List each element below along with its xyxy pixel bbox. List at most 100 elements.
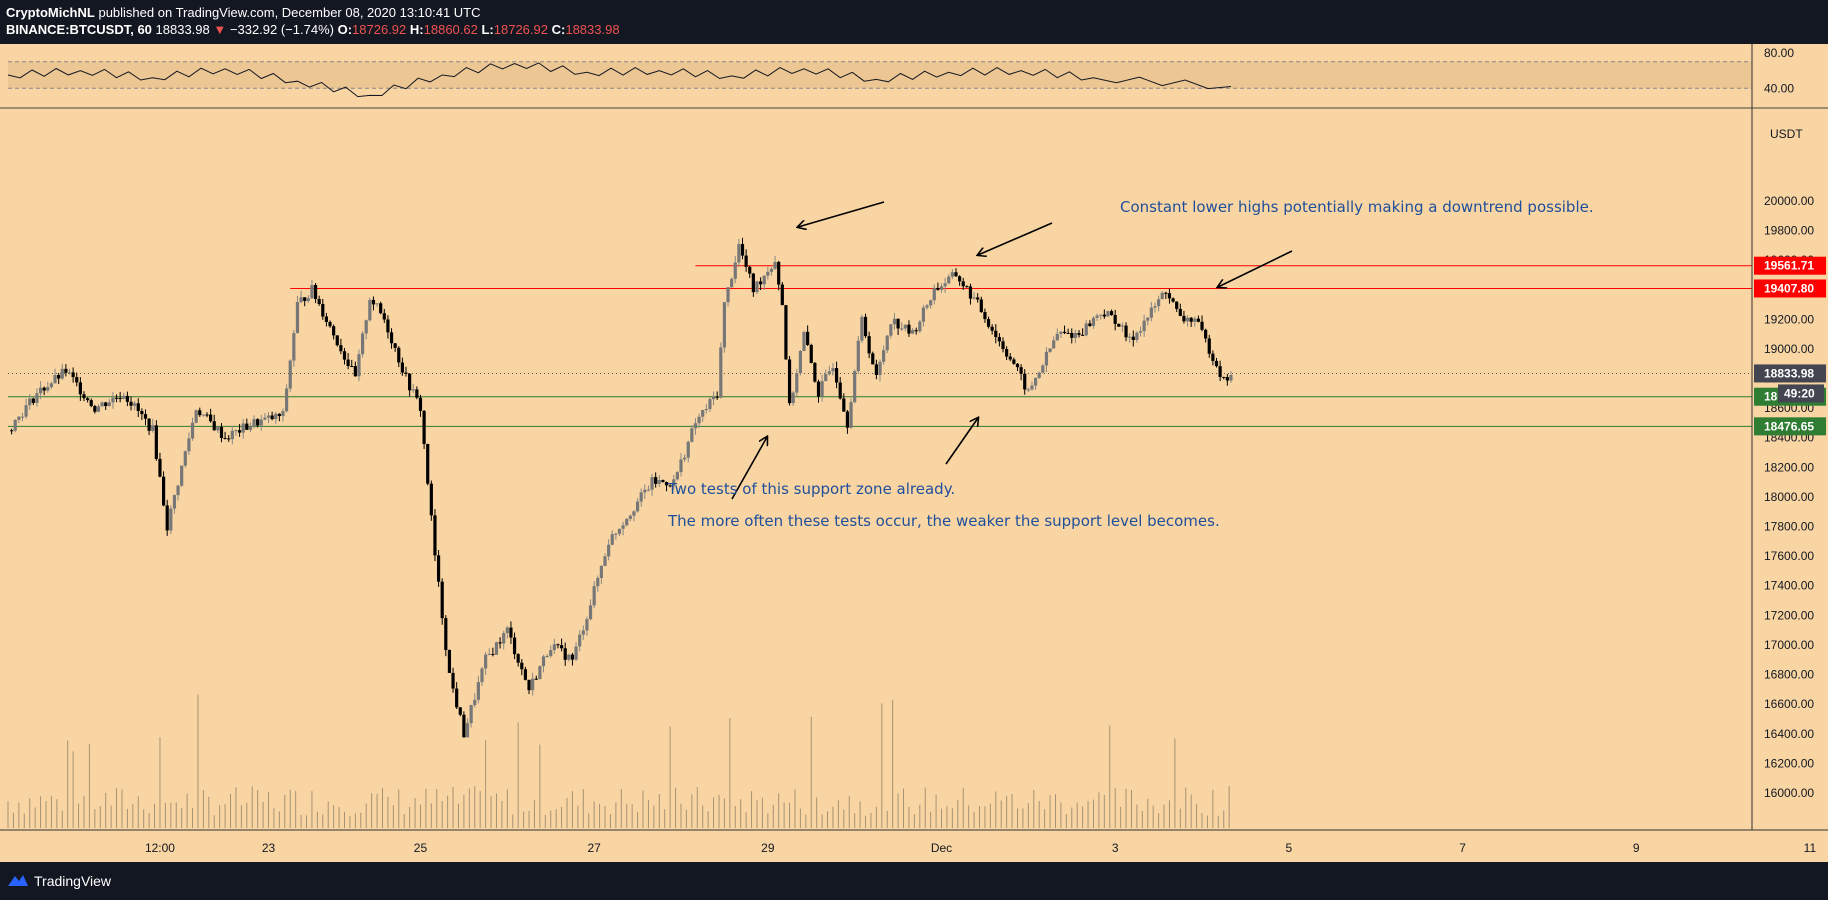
- high-label: H:: [409, 22, 424, 37]
- candle-body: [903, 324, 907, 329]
- time-tick-label: 3: [1112, 841, 1119, 855]
- candle-body: [932, 287, 936, 301]
- candle-body: [950, 272, 954, 277]
- candle-body: [552, 644, 556, 651]
- candle-body: [462, 714, 466, 738]
- candle-body: [212, 421, 216, 431]
- candle-body: [675, 472, 679, 480]
- price-change: −332.92 (−1.74%): [229, 22, 334, 37]
- rsi-tick-label: 80.00: [1764, 46, 1794, 60]
- horizontal-levels: [8, 265, 1752, 427]
- candle-body: [114, 397, 119, 399]
- candle-body: [567, 654, 571, 660]
- candle-body: [147, 418, 151, 431]
- candle-body: [303, 297, 307, 301]
- price-axis[interactable]: 80.0040.00USDT20000.0019800.0019600.0019…: [1751, 44, 1826, 830]
- candle-body: [465, 723, 470, 738]
- candle-body: [1001, 341, 1005, 350]
- candle-body: [1070, 332, 1074, 338]
- candle-body: [921, 307, 926, 322]
- candle-body: [133, 403, 137, 406]
- candle-body: [1073, 333, 1077, 338]
- time-tick-label: 11: [1804, 841, 1817, 855]
- candle-body: [71, 372, 75, 378]
- candle-body: [404, 372, 408, 374]
- candle-body: [143, 414, 148, 419]
- candle-body: [925, 305, 929, 308]
- candle-body: [151, 425, 155, 431]
- annotation-arrow: [798, 201, 885, 227]
- countdown-bg: [1778, 384, 1824, 403]
- low-label: L:: [481, 22, 494, 37]
- candle-body: [896, 318, 900, 329]
- candle-body: [161, 476, 166, 506]
- candle-body: [607, 544, 611, 557]
- candle-body: [371, 299, 376, 305]
- candle-body: [874, 364, 878, 376]
- close-label: C:: [551, 22, 566, 37]
- candle-body: [310, 284, 314, 299]
- candle-body: [744, 255, 748, 267]
- candle-body: [487, 653, 491, 655]
- candle-body: [802, 331, 806, 351]
- candle-body: [740, 244, 745, 256]
- candle-body: [1142, 320, 1146, 332]
- chart-canvas[interactable]: Constant lower highs potentially making …: [0, 44, 1828, 862]
- candle-body: [375, 303, 379, 305]
- candle-body: [382, 313, 386, 320]
- last-price-tag-bg: [1754, 364, 1826, 383]
- candle-body: [1138, 331, 1143, 333]
- last-price-tag: 18833.98: [1764, 366, 1814, 380]
- rsi-line: [7, 62, 1232, 98]
- candle-body: [733, 262, 737, 279]
- candle-body: [78, 382, 82, 395]
- time-tick-label: 27: [587, 841, 601, 855]
- candle-body: [13, 419, 17, 431]
- candle-body: [154, 425, 158, 459]
- candle-body: [509, 627, 513, 638]
- footer-brand[interactable]: TradingView: [34, 873, 112, 889]
- candle-body: [889, 324, 893, 336]
- candle-body: [346, 359, 350, 367]
- price-tick-label: 17400.00: [1764, 579, 1814, 593]
- candle-body: [610, 534, 614, 545]
- candle-body: [86, 398, 90, 401]
- symbol-ohlc: BINANCE:BTCUSDT, 60 18833.98 ▼ −332.92 (…: [6, 22, 620, 37]
- candle-body: [252, 419, 256, 427]
- candle-body: [693, 423, 698, 429]
- tradingview-logo-icon[interactable]: [6, 872, 30, 888]
- candle-body: [125, 395, 130, 402]
- candle-body: [824, 374, 828, 382]
- candle-body: [473, 699, 477, 706]
- time-tick-label: 9: [1633, 841, 1640, 855]
- candle-body: [813, 362, 817, 382]
- resistance-tag: 19407.80: [1764, 281, 1814, 295]
- candle-body: [433, 515, 437, 556]
- candle-body: [1026, 389, 1030, 391]
- candle-body: [24, 405, 28, 417]
- unit-label: USDT: [1770, 127, 1803, 141]
- candle-body: [1012, 359, 1016, 364]
- candle-body: [1113, 315, 1117, 324]
- candle-body: [227, 438, 231, 440]
- candle-body: [672, 479, 676, 486]
- candle-body: [690, 428, 694, 442]
- candle-body: [914, 330, 918, 332]
- candle-body: [230, 430, 234, 440]
- candle-body: [96, 406, 101, 412]
- candle-body: [816, 381, 821, 397]
- candle-body: [223, 437, 227, 439]
- candle-body: [831, 368, 835, 372]
- candle-body: [136, 403, 140, 412]
- candle-body: [28, 398, 32, 406]
- price-tick-label: 19200.00: [1764, 312, 1814, 326]
- time-axis[interactable]: 12:0023252729Dec35791112:001416: [0, 829, 1828, 855]
- candle-body: [748, 266, 752, 274]
- candle-body: [773, 261, 777, 269]
- candle-body: [169, 508, 173, 531]
- candle-body: [324, 316, 329, 322]
- author-name[interactable]: CryptoMichNL: [6, 5, 95, 20]
- candle-body: [545, 655, 549, 657]
- candle-body: [585, 619, 589, 631]
- candle-body: [1204, 329, 1208, 339]
